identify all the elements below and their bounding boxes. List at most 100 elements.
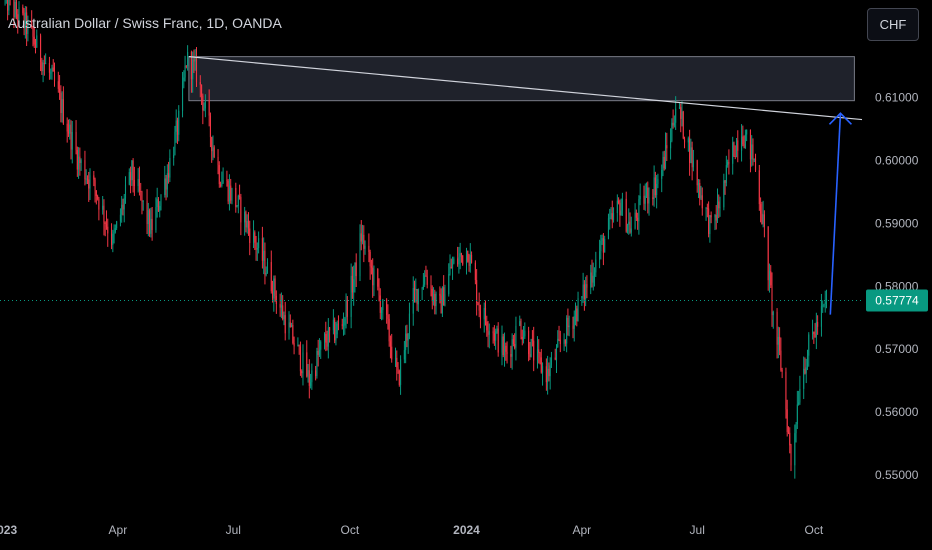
candle (742, 125, 744, 147)
candle-body (102, 205, 104, 210)
currency-button[interactable]: CHF (867, 8, 919, 41)
candle (301, 369, 303, 378)
candle (93, 170, 95, 187)
candle (520, 318, 522, 340)
candle-body (519, 321, 521, 326)
candle (318, 338, 320, 357)
candle (381, 307, 383, 321)
candle (258, 231, 260, 254)
candle (88, 171, 90, 202)
candle (780, 337, 782, 372)
candle (141, 190, 143, 215)
candle-body (629, 221, 631, 233)
candle-body (607, 218, 610, 239)
candle (521, 329, 523, 346)
candle-body (353, 279, 355, 293)
candle (213, 145, 215, 159)
candle (449, 254, 451, 276)
candle-body (306, 352, 308, 377)
candle-body (593, 272, 596, 276)
trendline[interactable] (188, 56, 863, 121)
time-axis[interactable]: 2023 Apr Jul Oct 2024 Apr Jul Oct (0, 523, 824, 537)
candle-body (639, 195, 641, 200)
candle (629, 212, 631, 234)
candle-body (533, 340, 535, 361)
candle (777, 326, 779, 359)
candle-body (692, 160, 694, 168)
candle (111, 223, 113, 250)
candle (59, 75, 61, 100)
candle (497, 322, 499, 357)
candle-body (280, 305, 282, 308)
candle (577, 291, 579, 322)
candle-body (133, 180, 135, 187)
candle (194, 49, 196, 71)
candle (732, 136, 734, 175)
candle (75, 120, 77, 155)
candle (13, 0, 15, 29)
candle (270, 250, 272, 294)
y-tick-label: 0.57000 (875, 342, 919, 356)
candle (558, 325, 560, 342)
candle-body (244, 211, 246, 223)
candle-body (817, 321, 819, 327)
candle-body (497, 328, 499, 353)
price-axis[interactable]: 0.610000.600000.590000.580000.570000.560… (875, 91, 919, 483)
candle (70, 120, 72, 160)
candle-body (496, 328, 498, 332)
candle-body (13, 0, 15, 18)
candle (743, 135, 745, 149)
candle-body (57, 81, 59, 89)
candle (488, 323, 490, 349)
candle-body (440, 295, 442, 314)
last-price-marker: 0.57774 (866, 289, 928, 312)
candle-body (246, 221, 248, 228)
candle (217, 149, 219, 175)
candle (767, 226, 769, 291)
candle (323, 332, 326, 350)
candle (681, 101, 683, 127)
candle (621, 192, 623, 216)
candle-body (274, 278, 276, 296)
candle (192, 51, 194, 93)
projection-arrow[interactable] (829, 113, 842, 315)
candle (476, 269, 478, 316)
candle (697, 179, 700, 199)
candle (187, 45, 189, 71)
candle-body (412, 287, 414, 314)
candle (435, 291, 437, 315)
candle-body (781, 370, 783, 372)
candle-body (625, 198, 627, 232)
candle-body (53, 71, 56, 82)
candle-body (355, 262, 357, 277)
candle-body (237, 195, 239, 207)
candle (236, 205, 238, 208)
candle-body (252, 232, 255, 243)
candle-body (648, 197, 650, 204)
candle (566, 315, 568, 353)
candle (84, 150, 86, 186)
candle-body (373, 269, 375, 286)
candle-body (166, 173, 168, 190)
candle (202, 93, 204, 125)
candle-body (595, 259, 597, 273)
resistance-zone[interactable] (188, 56, 855, 102)
candle (734, 145, 736, 160)
candle (465, 247, 468, 275)
candle (607, 213, 610, 240)
candle-body (381, 310, 383, 313)
candle (595, 251, 597, 277)
candle (426, 269, 428, 289)
candle-body (275, 295, 277, 304)
y-tick-label: 0.56000 (875, 405, 919, 419)
candle-body (297, 344, 299, 347)
candle-body (187, 52, 189, 67)
candle-body (211, 137, 213, 152)
candle (156, 187, 158, 218)
candle-body (675, 108, 677, 123)
candle-body (398, 370, 400, 385)
candle-body (264, 250, 266, 275)
candle (723, 173, 725, 211)
candle (271, 280, 274, 303)
